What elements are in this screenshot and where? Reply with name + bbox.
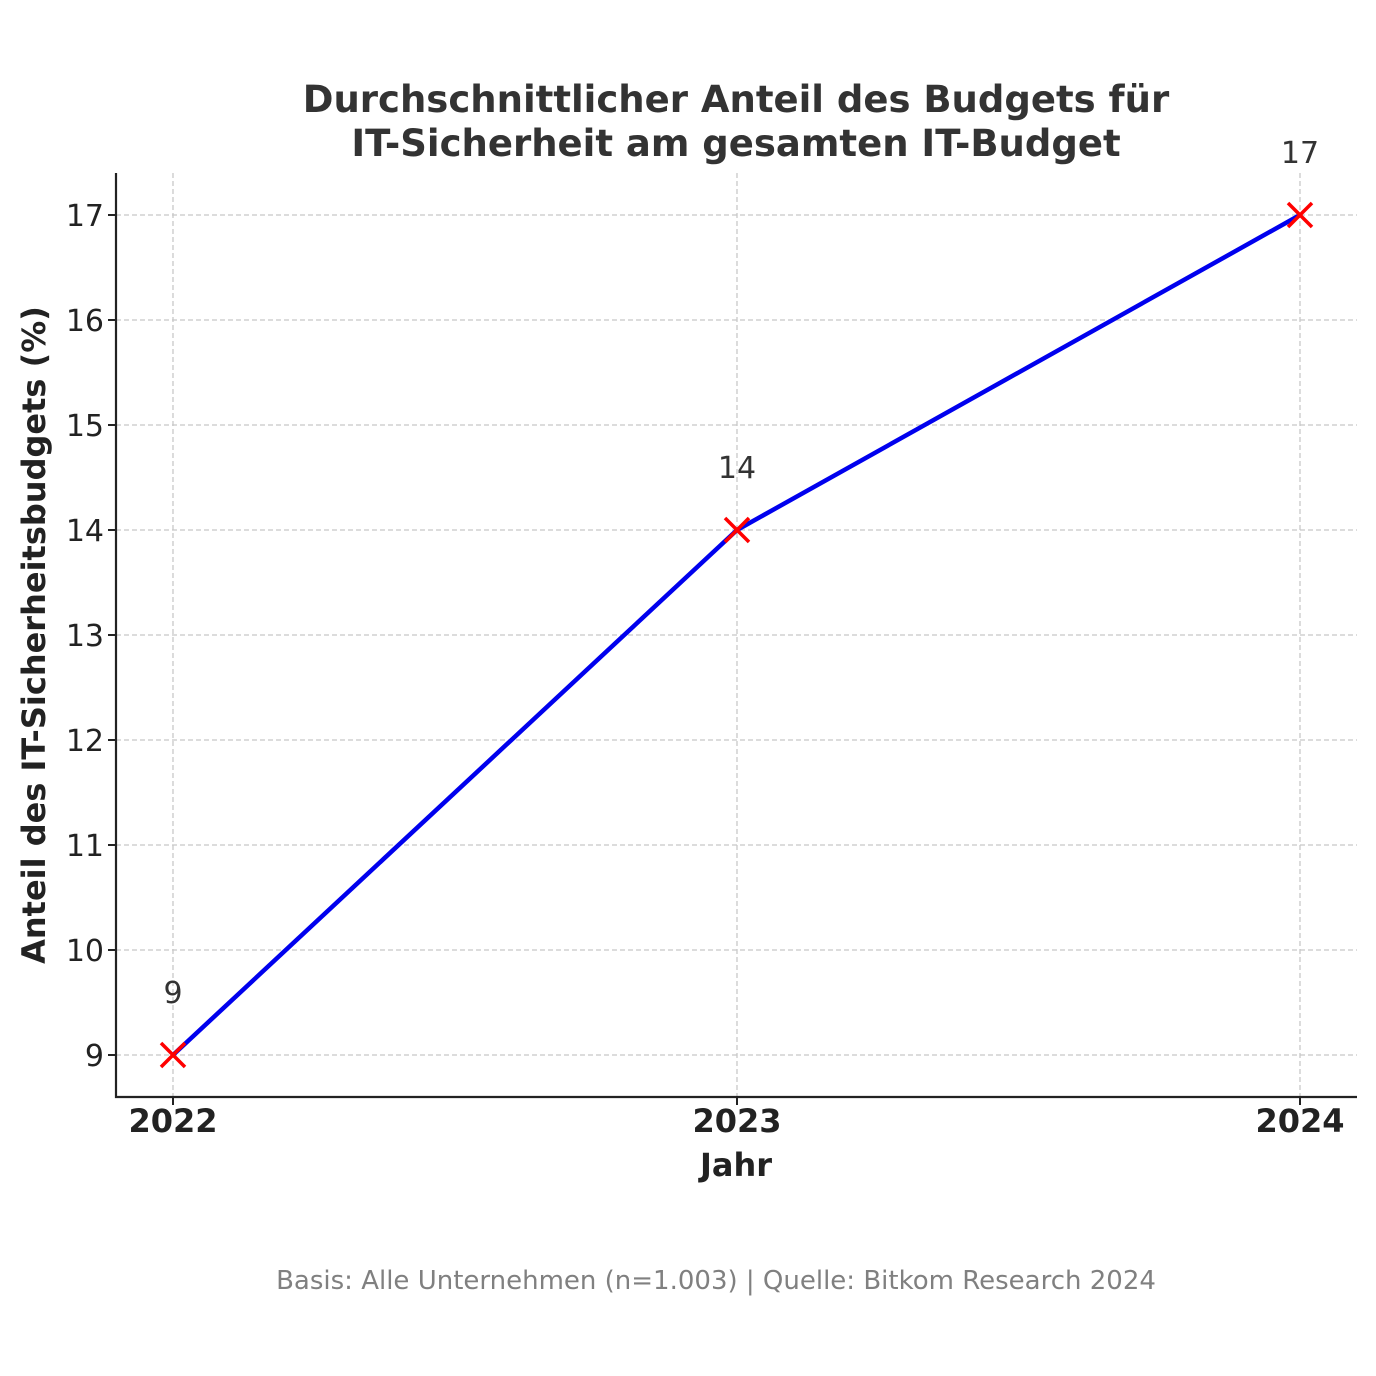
chart-title-line-1: Durchschnittlicher Anteil des Budgets fü… — [303, 78, 1170, 121]
x-tick-label: 2023 — [692, 1102, 781, 1140]
y-tick-label: 11 — [66, 829, 104, 864]
x-tick-label: 2024 — [1255, 1102, 1344, 1140]
y-tick-label: 15 — [66, 409, 104, 444]
x-marker — [159, 1041, 187, 1069]
y-tick-label: 14 — [66, 514, 104, 549]
x-marker-stroke — [159, 1041, 187, 1069]
x-marker-stroke — [1286, 201, 1314, 229]
x-marker-stroke — [723, 516, 751, 544]
x-marker — [1286, 201, 1314, 229]
axis-spines — [114, 173, 1357, 1099]
data-label: 9 — [163, 976, 182, 1011]
y-axis-label: Anteil des IT-Sicherheitsbudgets (%) — [15, 306, 53, 964]
data-label: 17 — [1281, 136, 1319, 171]
y-tick-label: 17 — [66, 199, 104, 234]
y-tick-label: 13 — [66, 619, 104, 654]
y-tick-label: 16 — [66, 304, 104, 339]
data-series — [159, 201, 1314, 1069]
y-tick-label: 12 — [66, 724, 104, 759]
y-tick-label: 10 — [66, 934, 104, 969]
data-label: 14 — [718, 451, 756, 486]
data-labels: 9 14 17 — [163, 136, 1319, 1011]
axis-ticks: 9 10 11 12 13 14 15 16 17 2022 2023 2024 — [66, 199, 1345, 1140]
x-marker — [723, 516, 751, 544]
x-axis-label: Jahr — [698, 1146, 772, 1184]
gridlines — [116, 173, 1357, 1097]
y-tick-label: 9 — [85, 1039, 104, 1074]
source-footnote: Basis: Alle Unternehmen (n=1.003) | Quel… — [276, 1266, 1156, 1296]
x-tick-label: 2022 — [128, 1102, 217, 1140]
chart-title-line-2: IT-Sicherheit am gesamten IT-Budget — [351, 122, 1120, 165]
